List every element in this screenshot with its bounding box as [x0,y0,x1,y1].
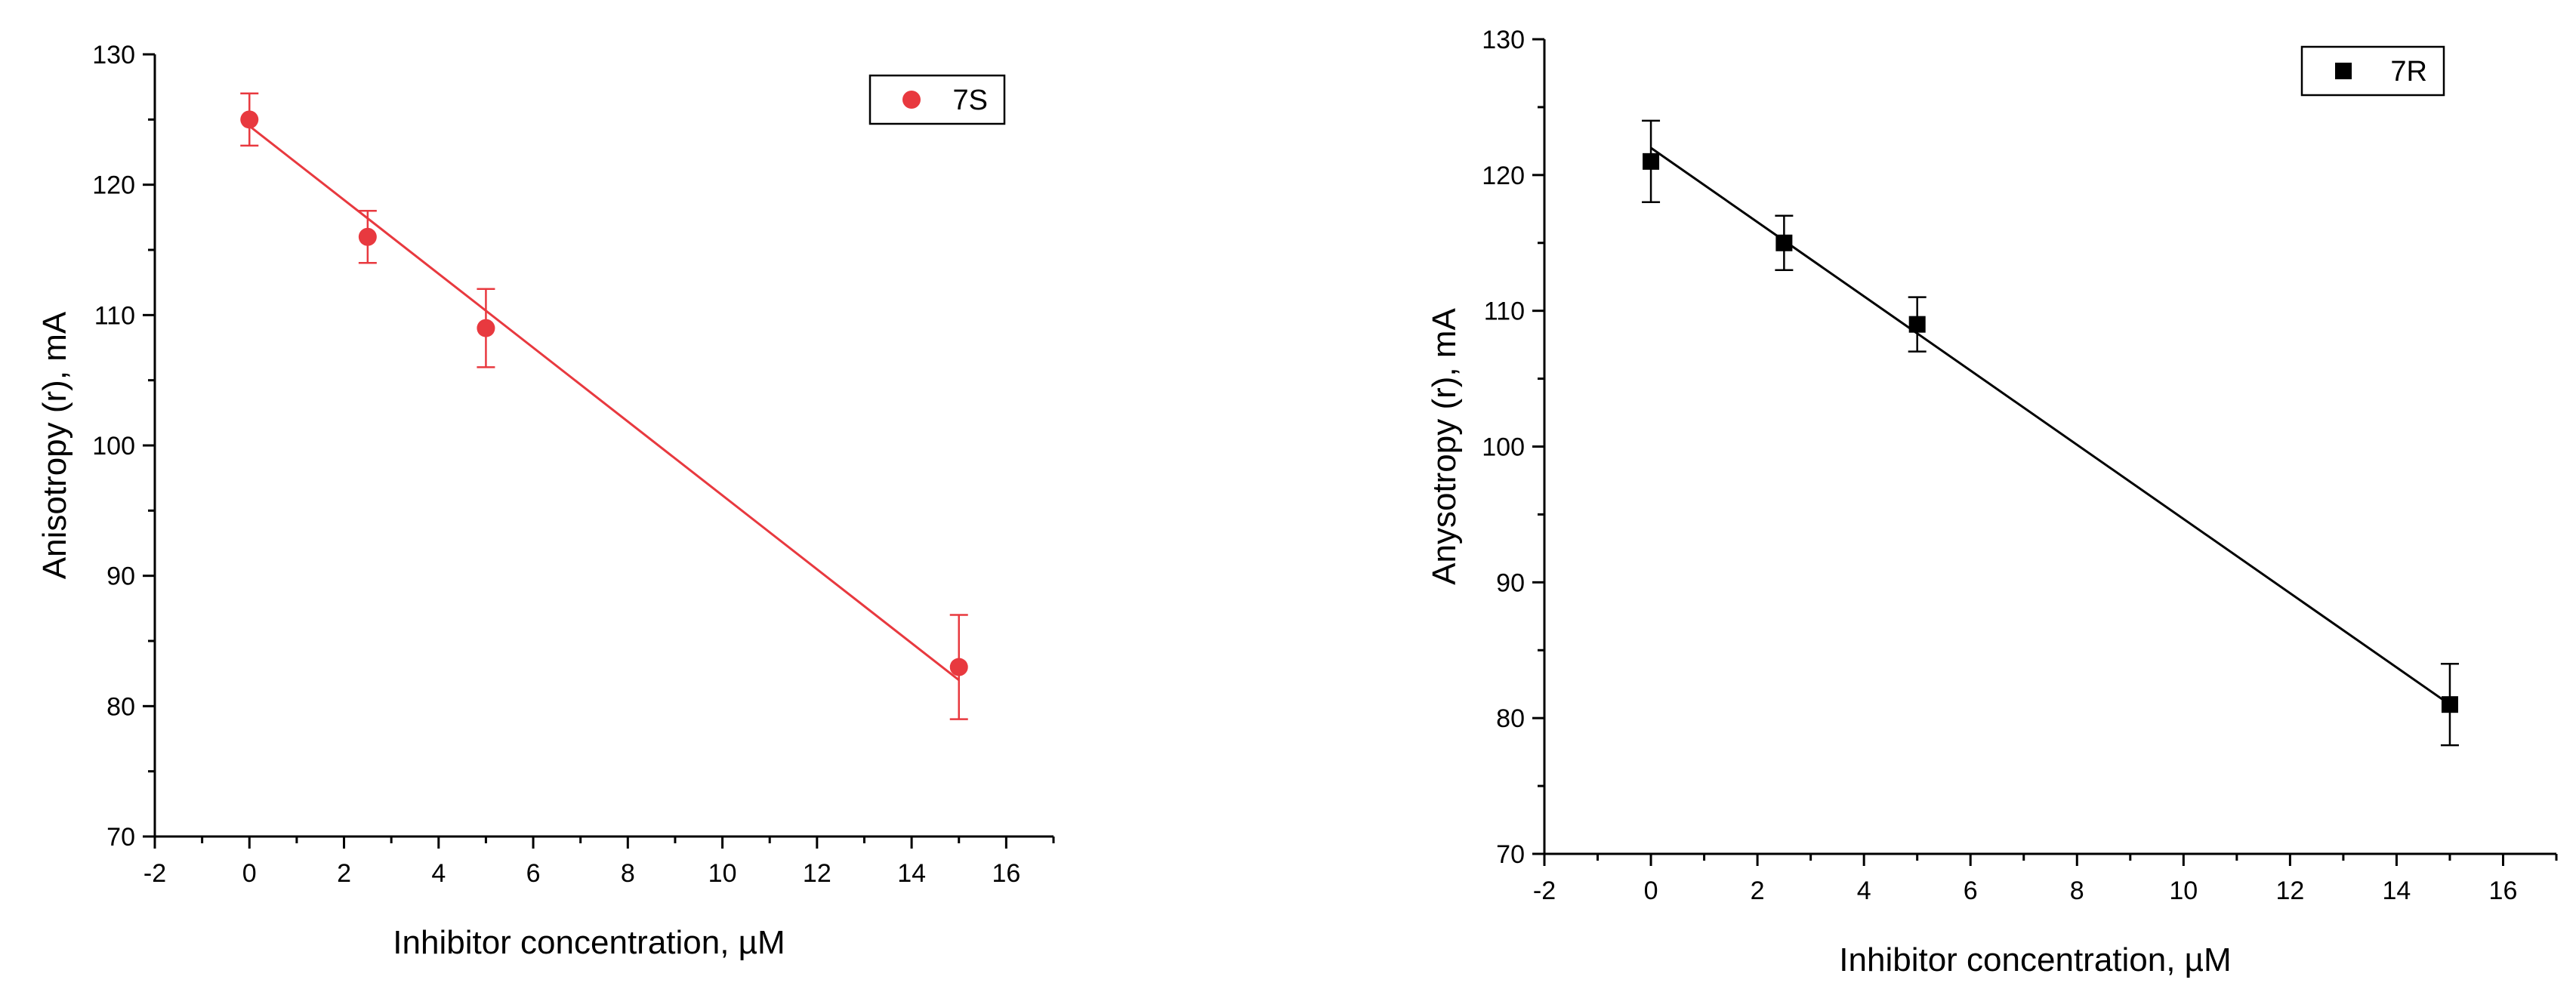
x-tick-label: -2 [1533,877,1556,905]
x-tick-label: 8 [2070,877,2084,905]
x-axis-title: Inhibitor concentration, µM [1839,941,2231,978]
x-tick-label: 0 [242,859,257,888]
x-tick-label: 12 [803,859,831,888]
y-axis-title: Anisotropy (r), mA [36,311,73,579]
y-tick-label: 70 [1496,840,1525,869]
x-tick-label: 12 [2275,877,2304,905]
legend-marker [902,91,921,109]
x-tick-label: 8 [621,859,635,888]
y-tick-label: 120 [92,171,135,200]
x-tick-label: 16 [2489,877,2518,905]
data-point [1643,153,1660,170]
x-tick-label: -2 [143,859,166,888]
data-point [2441,696,2458,713]
x-tick-label: 10 [2169,877,2198,905]
fit-line [248,125,960,681]
chart-7r: -2 0 2 4 6 8 10 12 14 16 70 80 90 100 110 120 130 Inhibit… [1426,26,2558,978]
y-tick-label: 110 [1484,297,1525,326]
fit-line [1650,146,2451,706]
data-point [1775,234,1793,251]
legend-marker [2335,63,2352,79]
x-tick-label: 4 [431,859,446,888]
data-point [949,658,968,676]
x-tick-label: 0 [1644,877,1658,905]
x-tick-label: 16 [992,859,1020,888]
y-tick-label: 100 [1482,433,1525,462]
data-point [1908,316,1926,333]
y-tick-label: 80 [1496,704,1525,733]
y-tick-label: 90 [106,562,135,591]
y-tick-label: 130 [1482,26,1525,54]
y-tick-label: 90 [1496,568,1525,597]
data-point [240,110,259,129]
legend-label: 7R [2390,56,2427,88]
x-tick-label: 6 [526,859,541,888]
legend-label: 7S [953,85,988,116]
x-axis-title: Inhibitor concentration, µM [393,924,785,961]
y-tick-label: 100 [92,432,135,461]
x-tick-label: 2 [1751,877,1765,905]
x-tick-label: 14 [897,859,926,888]
y-axis-title: Anysotropy (r), mA [1426,307,1463,584]
legend-box [868,74,1006,125]
x-tick-label: 6 [1964,877,1978,905]
data-point [358,227,377,246]
y-tick-label: 110 [94,301,135,330]
legend-box [2300,45,2445,97]
y-tick-label: 70 [106,823,135,852]
x-tick-label: 2 [337,859,351,888]
y-tick-label: 130 [92,41,135,69]
chart-7s: -2 0 2 4 6 8 10 12 14 16 70 80 90 100 110 120 130 Inhibit… [36,41,1055,961]
x-tick-label: 10 [708,859,737,888]
y-tick-label: 120 [1482,162,1525,190]
data-point [477,319,495,337]
x-tick-label: 4 [1857,877,1871,905]
y-tick-label: 80 [106,692,135,721]
x-tick-label: 14 [2383,877,2411,905]
